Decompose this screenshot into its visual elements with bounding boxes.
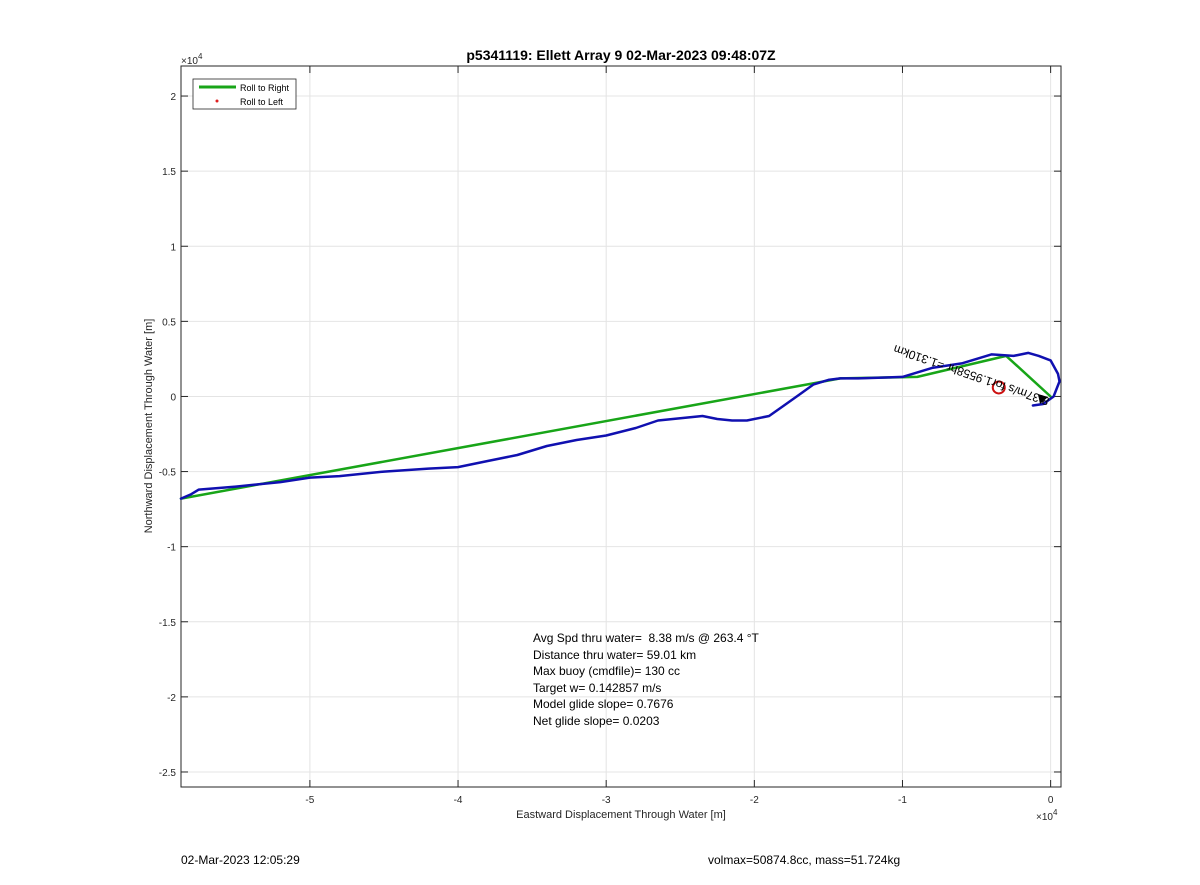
legend-swatch-roll-left [215, 99, 219, 103]
series [179, 351, 1061, 500]
y-tick-label: -0.5 [159, 468, 177, 479]
arrow-head [1038, 394, 1048, 404]
stat-model-glide: Model glide slope= 0.7676 [533, 697, 674, 711]
stat-target-w: Target w= 0.142857 m/s [533, 681, 661, 695]
y-tick-label: 2 [170, 92, 176, 103]
position-marker [991, 380, 1006, 395]
footer-timestamp: 02-Mar-2023 12:05:29 [181, 853, 300, 867]
y-tick-label: 1 [170, 242, 176, 253]
y-axis-label: Northward Displacement Through Water [m] [143, 319, 155, 534]
legend: Roll to Right Roll to Left [192, 78, 297, 110]
y-scale-factor: ×104 [181, 52, 203, 67]
x-tick-label: -5 [305, 795, 314, 806]
stat-distance: Distance thru water= 59.01 km [533, 648, 696, 662]
y-tick-label: -2 [167, 693, 176, 704]
x-tick-label: -1 [898, 795, 907, 806]
legend-label-roll-right: Roll to Right [240, 83, 290, 93]
y-tick-label: 1.5 [162, 167, 176, 178]
ticks: -5 -4 -3 -2 -1 0 -2.5 -2 -1.5 -1 -0.5 0 0.5 1 1.5 2 [159, 66, 1061, 806]
x-tick-label: -2 [750, 795, 759, 806]
x-axis-label: Eastward Displacement Through Water [m] [516, 809, 726, 821]
stats-annotation: Avg Spd thru water= 8.38 m/s @ 263.4 °T … [533, 631, 760, 728]
y-tick-label: -2.5 [159, 768, 177, 779]
series-roll-right-line [179, 354, 1052, 500]
legend-label-roll-left: Roll to Left [240, 97, 284, 107]
legend-box [192, 78, 297, 110]
stat-avg-speed: Avg Spd thru water= 8.38 m/s @ 263.4 °T [533, 631, 760, 645]
x-scale-factor: ×104 [1036, 808, 1058, 823]
y-tick-label: -1.5 [159, 618, 177, 629]
plot-area [181, 66, 1061, 787]
x-tick-label: -4 [454, 795, 463, 806]
x-tick-label: 0 [1048, 795, 1054, 806]
y-tick-label: 0.5 [162, 317, 176, 328]
y-tick-label: -1 [167, 543, 176, 554]
series-track-line [179, 351, 1061, 500]
stat-max-buoy: Max buoy (cmdfile)= 130 cc [533, 664, 680, 678]
y-tick-label: 0 [170, 392, 176, 403]
footer-vol-mass: volmax=50874.8cc, mass=51.724kg [708, 853, 901, 867]
x-tick-label: -3 [602, 795, 611, 806]
stat-net-glide: Net glide slope= 0.0203 [533, 714, 660, 728]
chart-title: p5341119: Ellett Array 9 02-Mar-2023 09:… [466, 47, 776, 63]
axes-box [180, 65, 1062, 788]
